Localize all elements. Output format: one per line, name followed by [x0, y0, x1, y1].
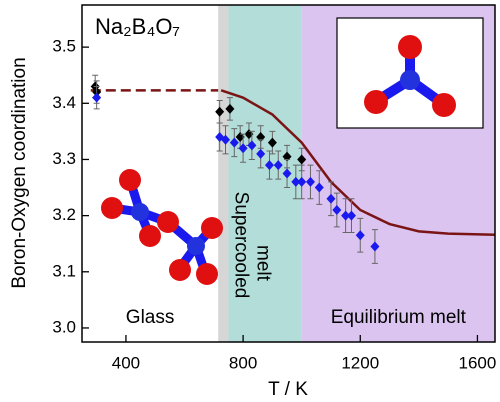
y-tick-label: 3.3: [52, 149, 76, 168]
data-point: [355, 230, 365, 241]
data-point: [326, 193, 336, 204]
x-tick-label: 800: [229, 353, 257, 372]
region-label: Glass: [126, 307, 175, 328]
data-point: [267, 137, 277, 148]
y-tick-label: 3.1: [52, 261, 76, 280]
chart-title: Na₂B₄O₇: [95, 14, 180, 39]
region-label: melt: [252, 245, 273, 282]
data-point: [282, 168, 292, 179]
data-point: [332, 205, 342, 216]
inset-molecule: [336, 17, 484, 129]
molecule-left: [101, 169, 223, 285]
data-point: [247, 140, 257, 151]
data-point: [370, 241, 380, 252]
data-point: [297, 154, 307, 165]
data-point: [341, 210, 351, 221]
x-tick-label: 1200: [341, 353, 379, 372]
data-point: [229, 137, 239, 148]
data-point: [221, 134, 231, 145]
data-point: [291, 176, 301, 187]
data-point: [346, 210, 356, 221]
region: [218, 5, 229, 342]
x-tick-label: 1600: [459, 353, 497, 372]
data-point: [264, 160, 274, 171]
data-point: [225, 103, 235, 114]
plot-frame: [81, 4, 496, 343]
model-line: [220, 89, 496, 236]
data-point: [297, 176, 307, 187]
data-point: [256, 148, 266, 159]
y-tick-label: 3.4: [52, 93, 76, 112]
y-tick-label: 3.0: [52, 317, 76, 336]
y-tick-label: 3.5: [52, 37, 76, 56]
data-point: [92, 92, 102, 103]
y-axis-label: Boron-Oxygen coordination: [9, 57, 30, 288]
x-axis-label: T / K: [268, 379, 308, 400]
y-tick-label: 3.2: [52, 205, 76, 224]
data-point: [238, 143, 248, 154]
x-tick-label: 400: [112, 353, 140, 372]
data-point: [215, 106, 225, 117]
data-point: [273, 160, 283, 171]
region-label: Supercooled: [230, 192, 251, 299]
region-label: Equilibrium melt: [331, 307, 467, 328]
data-point: [314, 182, 324, 193]
region: [82, 5, 219, 342]
data-point: [305, 176, 315, 187]
